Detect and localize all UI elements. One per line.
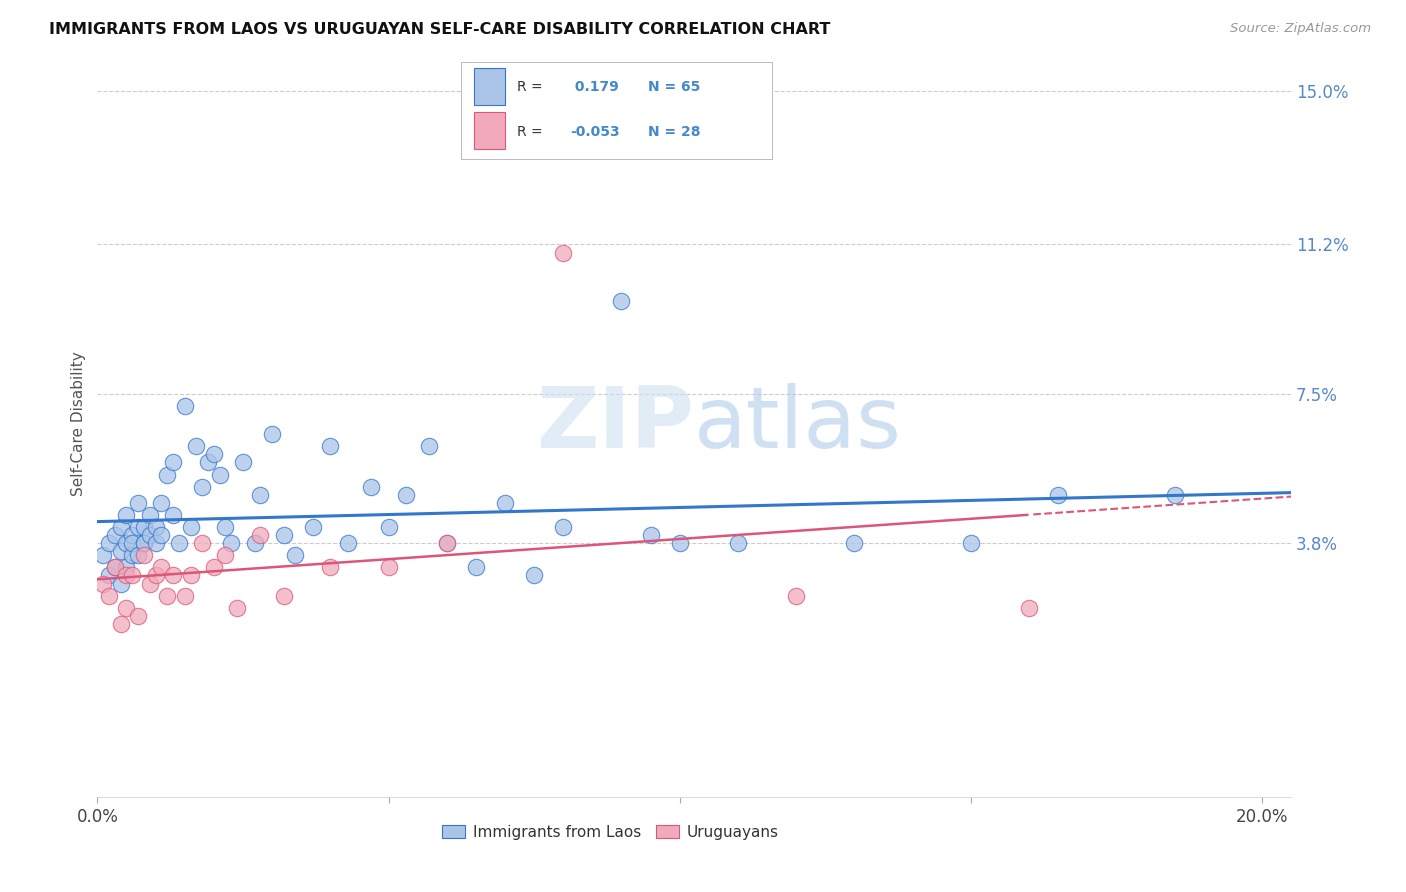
Point: [145, 520, 167, 534]
Point: [844, 536, 866, 550]
Point: [173, 589, 195, 603]
Point: [377, 560, 399, 574]
Point: [727, 536, 749, 550]
Point: [121, 548, 143, 562]
Y-axis label: Self-Care Disability: Self-Care Disability: [72, 351, 86, 497]
Point: [156, 589, 179, 603]
Text: IMMIGRANTS FROM LAOS VS URUGUAYAN SELF-CARE DISABILITY CORRELATION CHART: IMMIGRANTS FROM LAOS VS URUGUAYAN SELF-C…: [49, 22, 831, 37]
Point: [464, 560, 486, 574]
Point: [553, 245, 575, 260]
Point: [110, 576, 132, 591]
Point: [121, 536, 143, 550]
Point: [197, 455, 219, 469]
Point: [91, 576, 114, 591]
Point: [150, 496, 173, 510]
Point: [436, 536, 458, 550]
Point: [162, 508, 184, 522]
Point: [156, 467, 179, 482]
Point: [150, 560, 173, 574]
Point: [115, 568, 138, 582]
Point: [418, 439, 440, 453]
Point: [132, 536, 155, 550]
Point: [221, 536, 243, 550]
Point: [553, 520, 575, 534]
Point: [98, 536, 121, 550]
Point: [150, 528, 173, 542]
Point: [104, 560, 127, 574]
Point: [301, 520, 323, 534]
Point: [202, 447, 225, 461]
Point: [436, 536, 458, 550]
Point: [121, 568, 143, 582]
Point: [132, 536, 155, 550]
Point: [186, 439, 208, 453]
Point: [640, 528, 662, 542]
Point: [668, 536, 690, 550]
Point: [180, 520, 202, 534]
Point: [249, 488, 271, 502]
Point: [395, 488, 418, 502]
Point: [167, 536, 190, 550]
Point: [162, 455, 184, 469]
Point: [110, 520, 132, 534]
Point: [104, 528, 127, 542]
Point: [360, 480, 382, 494]
Point: [180, 568, 202, 582]
Text: ZIP: ZIP: [537, 383, 695, 466]
Legend: Immigrants from Laos, Uruguayans: Immigrants from Laos, Uruguayans: [436, 819, 785, 846]
Point: [191, 480, 214, 494]
Point: [284, 548, 307, 562]
Point: [127, 608, 149, 623]
Point: [104, 560, 127, 574]
Point: [98, 589, 121, 603]
Point: [115, 508, 138, 522]
Point: [115, 560, 138, 574]
Point: [98, 568, 121, 582]
Point: [214, 548, 236, 562]
Point: [121, 528, 143, 542]
Point: [110, 616, 132, 631]
Point: [377, 520, 399, 534]
Point: [249, 528, 271, 542]
Point: [127, 520, 149, 534]
Point: [115, 536, 138, 550]
Point: [494, 496, 516, 510]
Point: [208, 467, 231, 482]
Point: [1164, 488, 1187, 502]
Point: [226, 600, 249, 615]
Point: [202, 560, 225, 574]
Point: [145, 568, 167, 582]
Point: [139, 528, 162, 542]
Point: [139, 508, 162, 522]
Point: [127, 496, 149, 510]
Text: atlas: atlas: [695, 383, 903, 466]
Point: [960, 536, 983, 550]
Point: [232, 455, 254, 469]
Point: [243, 536, 266, 550]
Point: [132, 520, 155, 534]
Point: [139, 576, 162, 591]
Point: [91, 548, 114, 562]
Point: [214, 520, 236, 534]
Text: Source: ZipAtlas.com: Source: ZipAtlas.com: [1230, 22, 1371, 36]
Point: [523, 568, 546, 582]
Point: [1018, 600, 1040, 615]
Point: [132, 548, 155, 562]
Point: [1047, 488, 1070, 502]
Point: [173, 399, 195, 413]
Point: [115, 600, 138, 615]
Point: [273, 528, 295, 542]
Point: [319, 439, 342, 453]
Point: [191, 536, 214, 550]
Point: [610, 293, 633, 308]
Point: [145, 536, 167, 550]
Point: [162, 568, 184, 582]
Point: [127, 548, 149, 562]
Point: [262, 427, 284, 442]
Point: [273, 589, 295, 603]
Point: [319, 560, 342, 574]
Point: [110, 544, 132, 558]
Point: [336, 536, 359, 550]
Point: [785, 589, 807, 603]
